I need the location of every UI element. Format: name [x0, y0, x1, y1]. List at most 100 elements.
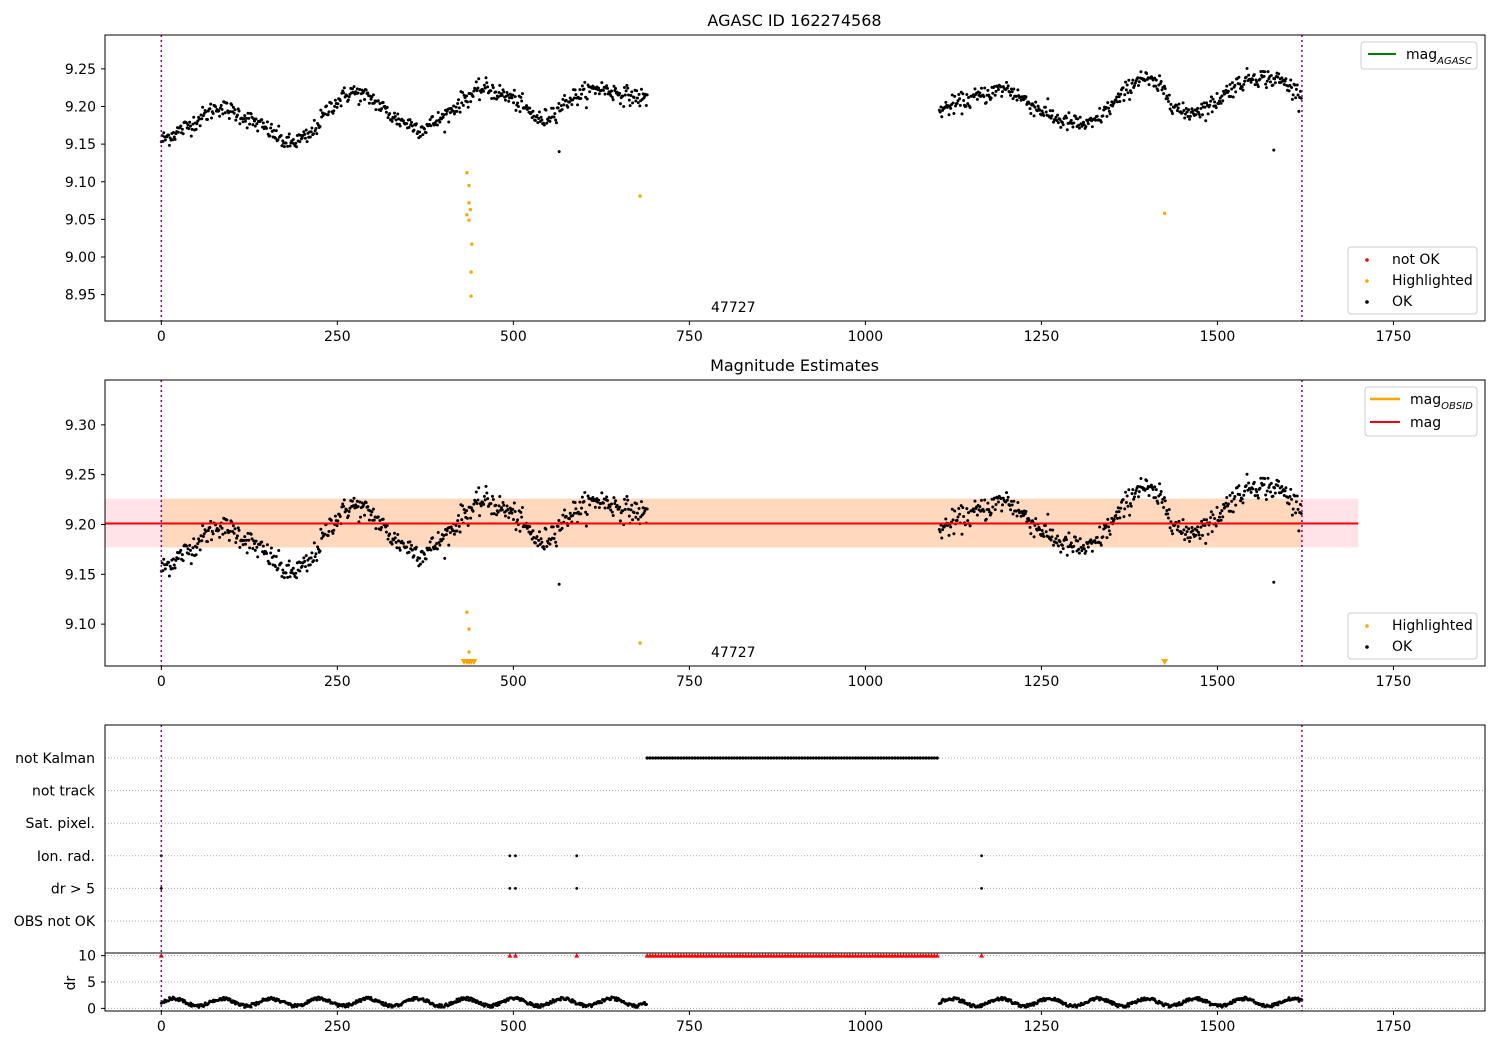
- ok-point: [566, 105, 570, 109]
- ok-point: [269, 551, 273, 555]
- ok-point: [972, 510, 976, 514]
- ok-point: [386, 537, 390, 541]
- ok-point: [1294, 511, 1298, 515]
- ok-point: [1163, 87, 1167, 91]
- flag-point: [727, 756, 731, 760]
- ok-point: [418, 556, 422, 560]
- ok-point: [1273, 77, 1277, 81]
- ok-point: [308, 135, 312, 139]
- ok-point: [1040, 529, 1044, 533]
- highlighted-point: [467, 650, 471, 654]
- ok-point: [1056, 113, 1060, 117]
- ok-point: [1080, 549, 1084, 553]
- ok-point: [167, 143, 171, 147]
- highlighted-point: [465, 213, 469, 217]
- ok-point: [354, 503, 358, 507]
- ok-point: [1124, 80, 1128, 84]
- ok-point: [491, 86, 495, 90]
- ok-point: [457, 524, 461, 528]
- ok-point: [1110, 516, 1114, 520]
- ok-point: [1056, 534, 1060, 538]
- ok-point: [580, 92, 584, 96]
- ok-point: [993, 508, 997, 512]
- ok-point: [300, 136, 304, 140]
- ok-point: [1245, 67, 1249, 71]
- ok-point: [1006, 84, 1010, 88]
- ok-point: [559, 104, 563, 108]
- ok-point: [1117, 95, 1121, 99]
- agasc-ytick-label: 9.20: [65, 100, 96, 116]
- ok-point: [294, 141, 298, 145]
- ok-point: [622, 85, 626, 89]
- ok-point: [287, 132, 291, 136]
- ok-point: [1011, 97, 1015, 101]
- ok-point: [471, 509, 475, 513]
- flags-x-axis: 0 250 500 750 1000 1250 1500 1750: [157, 1011, 1411, 1035]
- ok-point: [510, 511, 514, 515]
- ok-point: [397, 546, 401, 550]
- flag-point: [687, 756, 691, 760]
- ok-point: [503, 98, 507, 102]
- ok-point: [1264, 493, 1268, 497]
- agasc-xtick-label: 750: [676, 329, 703, 345]
- ok-point: [1016, 501, 1020, 505]
- ok-point: [501, 501, 505, 505]
- ok-point: [1101, 114, 1105, 118]
- agasc-xtick-label: 1250: [1024, 329, 1060, 345]
- ok-point: [309, 130, 313, 134]
- flag-point: [859, 756, 863, 760]
- flag-point: [822, 756, 827, 760]
- flags-xtick-label: 500: [500, 1019, 527, 1035]
- ok-point: [342, 86, 346, 90]
- flag-point: [879, 756, 883, 760]
- ok-point: [639, 87, 643, 91]
- flag-point: [825, 756, 829, 760]
- ok-point: [1124, 490, 1128, 494]
- ok-point: [535, 535, 539, 539]
- estimates-x-axis: 0 250 500 750 1000 1250 1500 1750: [157, 666, 1411, 690]
- dr-clipped-marker: [512, 953, 518, 958]
- flag-point: [856, 756, 860, 760]
- ok-point: [554, 540, 558, 544]
- ok-point: [1032, 114, 1036, 118]
- flag-point: [755, 756, 759, 760]
- ok-point: [1069, 118, 1073, 122]
- ok-point: [247, 538, 251, 542]
- ok-point: [458, 110, 462, 114]
- flag-point: [803, 756, 807, 760]
- ok-point: [381, 517, 385, 521]
- ok-point: [305, 569, 309, 573]
- ok-point: [1166, 512, 1170, 516]
- ok-point: [1073, 535, 1077, 539]
- ok-point: [536, 544, 540, 548]
- ok-point: [181, 132, 185, 136]
- ok-point: [1090, 549, 1094, 553]
- ok-point: [1290, 86, 1294, 90]
- ok-point: [457, 106, 461, 110]
- flag-point: [775, 756, 779, 760]
- ok-point: [421, 560, 425, 564]
- ok-point: [612, 84, 616, 88]
- ok-point: [955, 101, 959, 105]
- flag-point: [752, 756, 756, 760]
- ok-point: [181, 559, 185, 563]
- ok-point: [1090, 125, 1094, 129]
- highlighted-point: [469, 294, 473, 298]
- ok-point: [533, 541, 537, 545]
- flag-point: [842, 756, 846, 760]
- ok-point: [231, 105, 235, 109]
- ok-point: [418, 562, 422, 566]
- ok-point: [1115, 516, 1119, 520]
- ok-point: [482, 502, 486, 506]
- ok-point: [447, 543, 451, 547]
- ok-point: [1114, 98, 1118, 102]
- ok-point: [1230, 87, 1234, 91]
- ok-point: [268, 134, 272, 138]
- ok-point: [1136, 76, 1140, 80]
- ok-point: [237, 109, 241, 113]
- ok-point: [1231, 95, 1235, 99]
- ok-point: [1183, 112, 1187, 116]
- ok-point: [1290, 513, 1294, 517]
- ok-point: [1149, 483, 1153, 487]
- ok-point: [418, 134, 422, 138]
